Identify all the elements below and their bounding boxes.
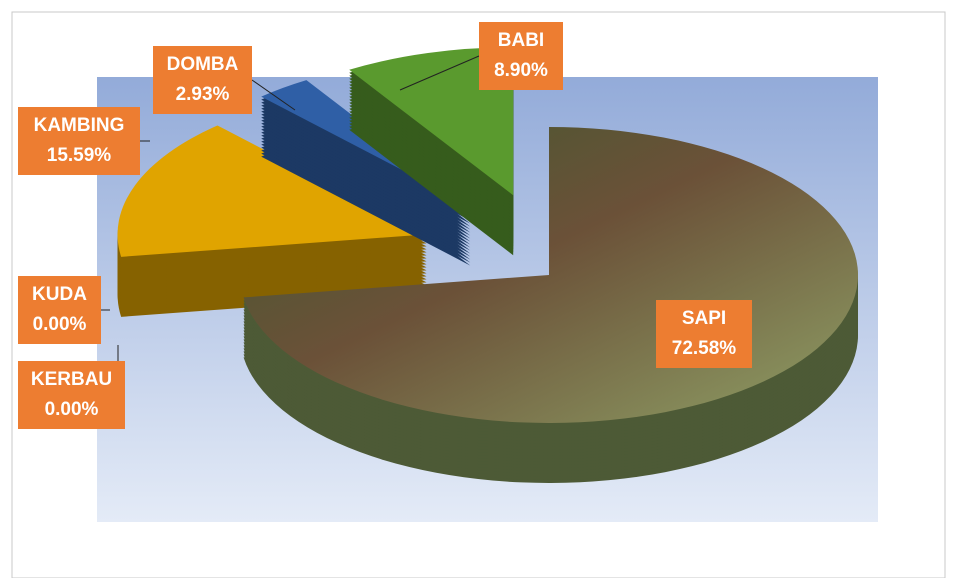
label-box xyxy=(18,276,101,344)
slice xyxy=(349,47,514,196)
pie xyxy=(117,47,858,483)
slice xyxy=(117,125,427,257)
label-box xyxy=(153,46,252,114)
category-label: KUDA xyxy=(32,284,87,305)
leader-line xyxy=(399,55,480,91)
category-label: KAMBING xyxy=(34,115,125,136)
category-label: SAPI xyxy=(682,308,726,329)
value-label: 2.93% xyxy=(176,84,230,105)
value-label: 0.00% xyxy=(33,314,87,335)
category-label: DOMBA xyxy=(167,54,239,75)
value-label: 8.90% xyxy=(494,60,548,81)
leader-line xyxy=(251,79,296,111)
value-label: 72.58% xyxy=(672,338,737,359)
label-box xyxy=(18,361,125,429)
category-label: BABI xyxy=(498,30,544,51)
label-box xyxy=(656,300,752,368)
label-box xyxy=(479,22,563,90)
value-label: 15.59% xyxy=(47,145,112,166)
value-label: 0.00% xyxy=(45,399,99,420)
data-labels: SAPI 72.58% KERBAU 0.00% KUDA 0.00% KAMBING 15.… xyxy=(18,22,752,429)
category-label: KERBAU xyxy=(31,369,112,390)
label-box xyxy=(18,107,140,175)
